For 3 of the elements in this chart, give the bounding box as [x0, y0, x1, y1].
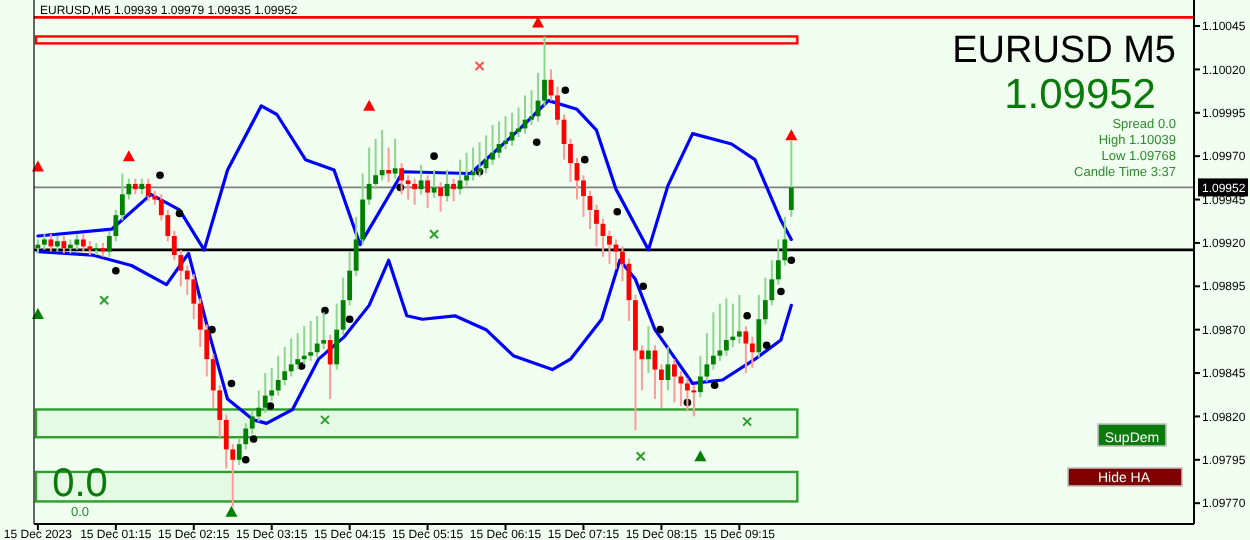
annotation: EURUSD M5: [952, 30, 1176, 72]
annotation: 1.09952: [1004, 72, 1156, 118]
annotation: 0.0: [52, 462, 108, 506]
